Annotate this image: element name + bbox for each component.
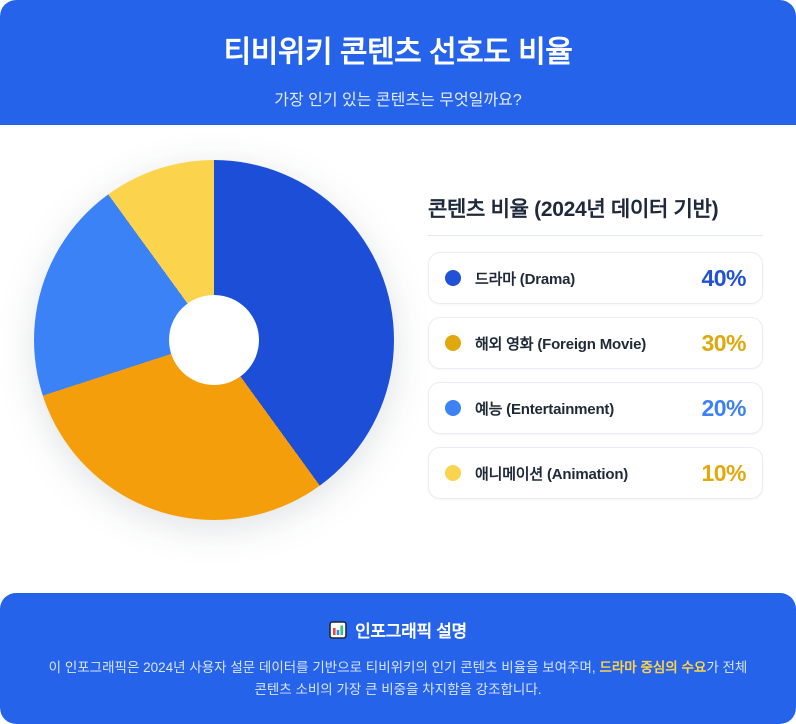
legend-item-drama: 드라마 (Drama) 40% (428, 252, 763, 304)
legend-item-label: 해외 영화 (Foreign Movie) (475, 335, 647, 353)
legend-item-label: 예능 (Entertainment) (475, 400, 615, 418)
legend-item-entertainment: 예능 (Entertainment) 20% (428, 382, 763, 434)
bar-chart-icon (329, 620, 347, 639)
footer-description: 이 인포그래픽은 2024년 사용자 설문 데이터를 기반으로 티비위키의 인기… (42, 657, 754, 702)
drama-color-dot (445, 270, 461, 286)
legend-item-value: 30% (701, 329, 746, 356)
footer-heading: 인포그래픽 설명 (329, 617, 467, 642)
legend-title: 콘텐츠 비율 (2024년 데이터 기반) (428, 193, 763, 236)
page-title: 티비위키 콘텐츠 선호도 비율 (223, 36, 573, 69)
footer-description-suffix: 가 전체 콘텐츠 소비의 가장 큰 비중을 차지함을 강조합니다. (254, 659, 748, 697)
legend-item-label: 드라마 (Drama) (475, 270, 576, 288)
footer-heading-text: 인포그래픽 설명 (355, 622, 467, 641)
legend-item-value: 40% (701, 264, 746, 291)
legend-list: 드라마 (Drama) 40% 해외 영화 (Foreign Movie) 30… (428, 252, 763, 499)
footer-description-prefix: 이 인포그래픽은 2024년 사용자 설문 데이터를 기반으로 티비위키의 인기… (48, 659, 600, 675)
animation-color-dot (445, 465, 461, 481)
legend-item-animation: 애니메이션 (Animation) 10% (428, 447, 763, 499)
footer-panel: 인포그래픽 설명 이 인포그래픽은 2024년 사용자 설문 데이터를 기반으로… (0, 593, 796, 724)
legend-item-label: 애니메이션 (Animation) (475, 465, 629, 483)
legend-item-foreign-movie: 해외 영화 (Foreign Movie) 30% (428, 317, 763, 369)
foreign-movie-color-dot (445, 335, 461, 351)
footer-description-highlight: 드라마 중심의 수요 (599, 659, 707, 675)
donut-chart-hole (169, 295, 259, 385)
entertainment-color-dot (445, 400, 461, 416)
donut-chart (34, 160, 394, 520)
main-content: 콘텐츠 비율 (2024년 데이터 기반) 드라마 (Drama) 40% 해외… (0, 125, 796, 593)
legend-item-value: 20% (701, 394, 746, 421)
page-subtitle: 가장 인기 있는 콘텐츠는 무엇일까요? (274, 92, 522, 109)
header-banner: 티비위키 콘텐츠 선호도 비율 가장 인기 있는 콘텐츠는 무엇일까요? (0, 0, 796, 125)
legend-item-value: 10% (701, 459, 746, 486)
legend-panel: 콘텐츠 비율 (2024년 데이터 기반) 드라마 (Drama) 40% 해외… (428, 193, 763, 512)
